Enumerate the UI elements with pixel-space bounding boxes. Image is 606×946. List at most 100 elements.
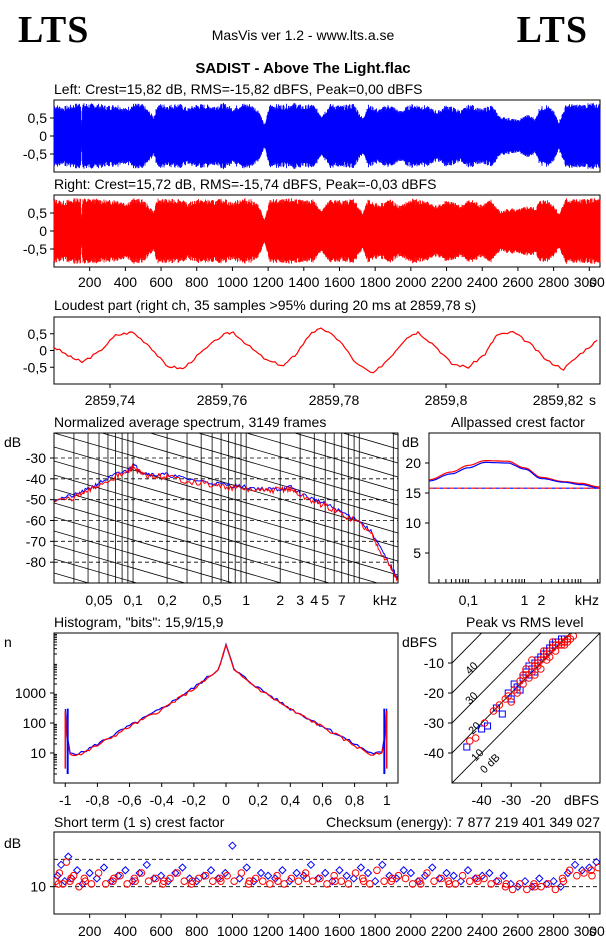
short-term-crest-point-left	[592, 857, 600, 867]
app-title: MasVis ver 1.2 - www.lts.a.se	[211, 27, 395, 43]
short-term-crest-point-right	[523, 885, 531, 894]
spectrum-y-tick-label: -80	[26, 554, 46, 570]
short-term-crest-point-left	[128, 876, 137, 886]
short-term-crest-point-right	[408, 880, 417, 888]
peak-vs-rms-point-right	[522, 665, 530, 673]
peak-vs-rms-point-right	[551, 647, 560, 655]
left-waveform-signal	[53, 102, 601, 170]
short-term-crest-point-right	[331, 877, 339, 886]
peak-vs-rms-point-right	[507, 698, 516, 706]
short-term-crest-point-right	[508, 885, 517, 894]
peak-vs-rms-diagonals	[452, 633, 600, 783]
spectrum-x-tick-label: 0,05	[85, 592, 112, 608]
short-term-crest-point-right	[366, 880, 374, 888]
spectrum-x-tick-label: 2	[276, 592, 284, 608]
short-term-crest-point-left	[392, 874, 401, 883]
short-term-crest-point-left	[435, 874, 444, 883]
peak-vs-rms-point-left	[498, 710, 506, 718]
peak-vs-rms-point-right	[545, 653, 554, 661]
left-waveform-y-tick-label: -0,5	[23, 146, 47, 162]
allpassed-crest-y-tick-label: 10	[405, 515, 421, 531]
right-waveform-x-tick-label: 2400	[467, 274, 498, 290]
peak-vs-rms-point-right	[548, 638, 557, 646]
right-waveform-title: Right: Crest=15,72 dB, RMS=-15,74 dBFS, …	[54, 176, 436, 192]
allpassed-crest-y-unit: dB	[402, 434, 419, 450]
spectrum-x-tick-label: 3	[296, 592, 304, 608]
short-term-crest-y-unit: dB	[4, 835, 21, 851]
spectrum-x-tick-label: 0,5	[202, 592, 222, 608]
peak-vs-rms-x-tick-label: -30	[501, 792, 521, 808]
spectrum-slope-line	[54, 0, 398, 15]
short-term-crest-point-right	[87, 880, 96, 888]
histogram-x-tick-label: 1	[383, 792, 391, 808]
short-term-crest-x-tick-label: 2800	[538, 923, 569, 939]
short-term-crest-point-right	[323, 880, 331, 888]
short-term-crest-point-left	[213, 874, 223, 883]
peak-vs-rms-point-right	[563, 635, 572, 643]
short-term-crest-point-left	[271, 874, 280, 883]
short-term-crest-point-right	[394, 871, 403, 880]
right-waveform-x-tick-label: 3000	[574, 274, 605, 290]
loudest-part-x-tick-label: 2859,74	[85, 392, 136, 408]
short-term-crest-point-left	[485, 868, 494, 878]
short-term-crest-point-left	[370, 876, 380, 886]
short-term-crest-point-left	[256, 868, 266, 878]
right-waveform-y-tick-label: 0,5	[28, 205, 48, 221]
short-term-crest-point-left	[527, 882, 537, 891]
short-term-crest-point-left	[299, 871, 309, 880]
histogram-x-tick-label: -1	[59, 792, 72, 808]
loudest-part-x-unit: s	[589, 392, 596, 408]
peak-vs-rms-title: Peak vs RMS level	[466, 614, 583, 630]
peak-vs-rms-y-tick-label: -40	[424, 745, 444, 761]
short-term-crest-point-right	[217, 877, 225, 886]
loudest-part-title: Loudest part (right ch, 35 samples >95% …	[54, 297, 476, 313]
spectrum-slope-line	[54, 279, 398, 379]
short-term-crest-point-right	[280, 880, 288, 888]
histogram-x-tick-label: 0,4	[281, 792, 301, 808]
short-term-crest-point-left	[192, 876, 201, 886]
spectrum-slope-line	[148, 433, 398, 506]
histogram-x-tick-label: 0,6	[313, 792, 333, 808]
histogram-y-tick-label: 100	[23, 715, 47, 731]
peak-vs-rms-point-left	[504, 689, 512, 697]
short-term-crest-point-right	[230, 877, 239, 886]
short-term-crest-point-right	[137, 869, 146, 877]
short-term-crest-point-left	[563, 868, 573, 878]
short-term-crest-point-left	[506, 879, 515, 889]
spectrum-slope-line	[54, 0, 398, 43]
histogram-x-tick-label: -0,4	[150, 792, 174, 808]
peak-vs-rms-point-right	[519, 680, 527, 688]
loudest-part-frame	[53, 316, 601, 385]
short-term-crest-point-left	[171, 868, 180, 878]
short-term-crest-point-right	[201, 871, 210, 880]
short-term-crest-point-right	[473, 877, 482, 886]
short-term-crest-point-right	[54, 877, 60, 885]
right-waveform-y-tick-label: 0	[39, 223, 47, 239]
short-term-crest-x-tick-label: 2200	[431, 923, 462, 939]
right-waveform-x-tick-label: 1800	[360, 274, 391, 290]
short-term-crest-x-tick-label: 2000	[395, 923, 426, 939]
spectrum-slope-line	[54, 558, 138, 583]
short-term-crest-point-right	[565, 866, 574, 875]
short-term-crest-x-tick-label: 3000	[574, 923, 605, 939]
short-term-crest-point-right	[294, 877, 303, 886]
spectrum-slope-line	[54, 460, 398, 562]
short-term-crest-point-left	[413, 876, 423, 886]
allpassed-crest-series-right	[428, 460, 601, 488]
right-waveform-x-tick-label: 2800	[538, 274, 569, 290]
peak-vs-rms-point-right	[531, 671, 539, 679]
histogram-y-tick-label: 1000	[15, 685, 46, 701]
peak-vs-rms-point-right	[471, 734, 480, 742]
short-term-crest-point-left	[335, 866, 344, 875]
allpassed-crest-x-tick-label: 0,1	[459, 592, 479, 608]
short-term-crest-x-tick-label: 200	[78, 923, 102, 939]
short-term-crest-x-tick-label: 2600	[502, 923, 533, 939]
histogram-x-tick-label: -0,8	[85, 792, 109, 808]
right-waveform-x-tick-label: 1000	[217, 274, 248, 290]
right-waveform-x-unit: s	[589, 274, 596, 290]
loudest-part-x-tick-label: 2859,78	[309, 392, 360, 408]
peak-vs-rms-y-tick-label: -30	[424, 715, 444, 731]
spectrum-y-tick-label: -60	[26, 513, 46, 529]
short-term-crest-point-left	[385, 871, 394, 880]
